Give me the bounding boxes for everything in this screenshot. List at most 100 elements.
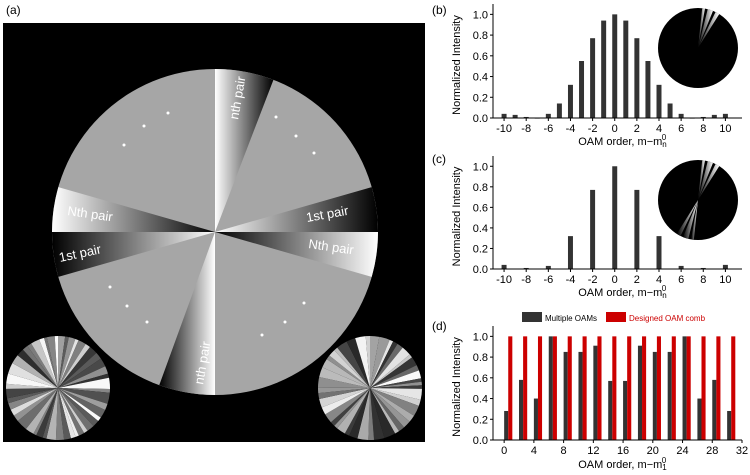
pie-sector bbox=[39, 337, 58, 388]
bar bbox=[567, 336, 572, 440]
y-axis-label: Normalized Intensity bbox=[451, 166, 463, 266]
pie-sector bbox=[58, 352, 101, 388]
panel-label-a: (a) bbox=[6, 3, 21, 17]
gradient-sector bbox=[215, 187, 378, 232]
gradient-sector bbox=[52, 232, 215, 277]
pie-sector bbox=[25, 388, 59, 434]
pie-sector bbox=[44, 337, 58, 388]
pie-sector bbox=[370, 388, 400, 434]
pie-sector bbox=[42, 388, 58, 439]
bar bbox=[593, 345, 598, 440]
bar bbox=[701, 336, 706, 440]
bar bbox=[548, 336, 553, 440]
inset-sector bbox=[698, 8, 705, 48]
pie-sector bbox=[370, 354, 413, 388]
pie-sector bbox=[58, 347, 97, 388]
x-tick-label: 16 bbox=[617, 445, 629, 457]
pie-sector bbox=[58, 388, 108, 410]
inset-phase-pattern bbox=[658, 160, 738, 240]
bar bbox=[634, 189, 640, 269]
bar bbox=[623, 20, 629, 118]
pie-sector bbox=[368, 388, 375, 441]
pie-sector bbox=[46, 336, 58, 388]
x-tick-label: 32 bbox=[736, 445, 748, 457]
bar bbox=[612, 336, 617, 440]
y-tick-label: 0.4 bbox=[473, 394, 488, 406]
x-tick-label: 24 bbox=[676, 445, 688, 457]
x-tick-label: -2 bbox=[588, 123, 598, 135]
pie-sector bbox=[337, 388, 370, 434]
bar bbox=[590, 38, 596, 119]
pie-sector bbox=[370, 388, 405, 432]
pie-sector bbox=[370, 388, 385, 440]
bar bbox=[667, 351, 672, 440]
bar bbox=[601, 20, 607, 118]
pie-sector bbox=[6, 383, 59, 389]
pie-sector bbox=[325, 388, 370, 423]
x-axis-label: OAM order, m−m10 bbox=[578, 456, 667, 472]
pie-sector bbox=[357, 388, 370, 440]
pie-sector bbox=[334, 347, 370, 388]
bar bbox=[567, 236, 573, 269]
x-tick-label: 6 bbox=[678, 123, 684, 135]
pie-sector bbox=[58, 343, 91, 388]
pie-sector bbox=[58, 377, 110, 389]
inset-sector bbox=[698, 161, 713, 200]
x-tick-label: 2 bbox=[634, 274, 640, 286]
pie-sector bbox=[344, 388, 370, 436]
bar bbox=[722, 113, 728, 118]
inset-sector bbox=[683, 200, 698, 239]
pie-sector bbox=[22, 346, 58, 388]
legend-label: Designed OAM comb bbox=[629, 314, 706, 323]
bar bbox=[545, 265, 551, 269]
bar bbox=[508, 336, 513, 440]
pie-sector bbox=[58, 388, 94, 431]
x-tick-label: 4 bbox=[656, 274, 662, 286]
x-tick-label: 10 bbox=[719, 123, 731, 135]
legend-swatch bbox=[522, 312, 542, 322]
bar bbox=[512, 114, 518, 118]
bar bbox=[671, 336, 676, 440]
bar bbox=[711, 114, 717, 118]
x-axis-label: OAM order, m−mn0 bbox=[578, 284, 667, 300]
x-tick-label: -6 bbox=[543, 274, 553, 286]
bar bbox=[682, 336, 687, 440]
pie-sector bbox=[370, 341, 398, 388]
marker-dot bbox=[294, 134, 298, 138]
pie-sector bbox=[319, 367, 370, 388]
inset-sector bbox=[698, 164, 720, 200]
pie-sector bbox=[370, 339, 394, 388]
x-tick-label: -6 bbox=[543, 123, 553, 135]
pie-sector bbox=[370, 385, 422, 389]
x-tick-label: 0 bbox=[612, 274, 618, 286]
pie-sector bbox=[58, 337, 76, 388]
pie-sector bbox=[370, 370, 422, 388]
pie-sector bbox=[36, 388, 58, 438]
pie-sector bbox=[58, 358, 106, 388]
pie-sector bbox=[58, 388, 99, 426]
pie-sector bbox=[326, 355, 370, 388]
x-tick-label: -10 bbox=[496, 274, 512, 286]
x-axis-label: OAM order, m−mn0 bbox=[578, 133, 667, 149]
pie-sector bbox=[58, 388, 85, 436]
marker-dot bbox=[302, 301, 306, 305]
pie-sector bbox=[7, 388, 59, 404]
pie-sector bbox=[58, 336, 66, 388]
y-tick-label: 0.6 bbox=[473, 51, 488, 63]
pie-sector bbox=[370, 343, 403, 388]
gradient-sector bbox=[159, 232, 215, 395]
bar bbox=[597, 336, 602, 440]
bar bbox=[608, 380, 613, 440]
x-tick-label: 4 bbox=[656, 123, 662, 135]
y-tick-label: 0.2 bbox=[473, 414, 488, 426]
gradient-sector bbox=[215, 232, 378, 277]
inset-sector bbox=[691, 200, 698, 240]
bar bbox=[645, 61, 651, 118]
pie-sector bbox=[318, 376, 370, 388]
legend-label: Multiple OAMs bbox=[545, 314, 597, 323]
pie-sector bbox=[54, 336, 58, 388]
x-tick-label: 8 bbox=[700, 123, 706, 135]
bar bbox=[712, 379, 717, 440]
pie-sector bbox=[17, 388, 58, 429]
bar bbox=[552, 336, 557, 440]
